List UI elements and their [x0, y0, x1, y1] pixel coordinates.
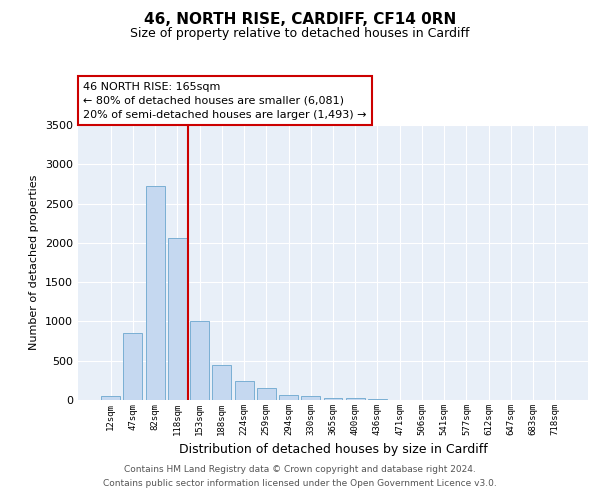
Bar [235, 381, 254, 400]
Bar [168, 238, 187, 400]
Bar [124, 333, 142, 400]
Text: 46, NORTH RISE, CARDIFF, CF14 0RN: 46, NORTH RISE, CARDIFF, CF14 0RN [144, 12, 456, 28]
Text: Size of property relative to detached houses in Cardiff: Size of property relative to detached ho… [130, 28, 470, 40]
Bar [301, 396, 320, 400]
Bar [212, 364, 231, 400]
Bar [323, 398, 343, 400]
Bar [279, 394, 298, 400]
Bar [368, 399, 387, 400]
Text: Contains HM Land Registry data © Crown copyright and database right 2024.
Contai: Contains HM Land Registry data © Crown c… [103, 466, 497, 487]
Bar [346, 398, 365, 400]
Bar [146, 186, 164, 400]
Bar [190, 322, 209, 400]
Text: 46 NORTH RISE: 165sqm
← 80% of detached houses are smaller (6,081)
20% of semi-d: 46 NORTH RISE: 165sqm ← 80% of detached … [83, 82, 367, 120]
Bar [101, 396, 120, 400]
Y-axis label: Number of detached properties: Number of detached properties [29, 175, 40, 350]
Bar [257, 388, 276, 400]
X-axis label: Distribution of detached houses by size in Cardiff: Distribution of detached houses by size … [179, 444, 487, 456]
